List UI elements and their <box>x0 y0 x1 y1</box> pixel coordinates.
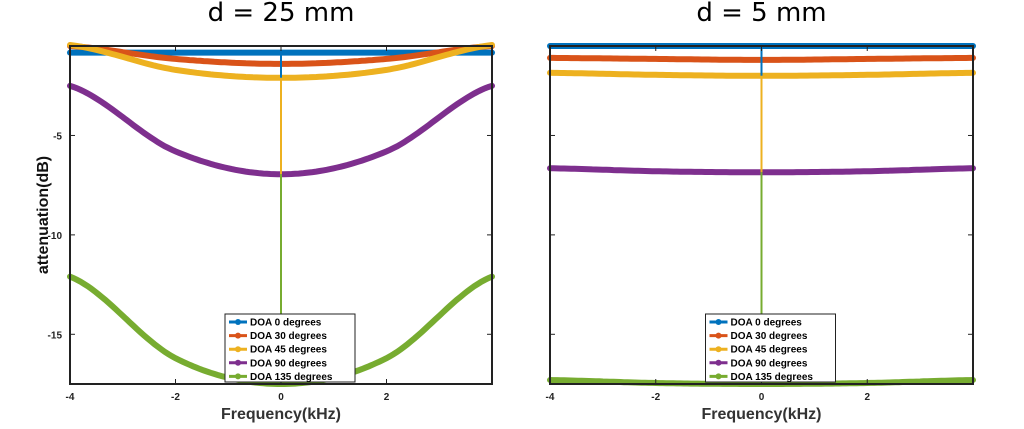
x-tick-label: -4 <box>546 392 555 403</box>
legend-label-doa-0-degrees: DOA 0 degrees <box>250 318 322 329</box>
legend: DOA 0 degrees DOA 30 degrees DOA 45 degree… <box>224 313 356 383</box>
legend-label-doa-135-degrees: DOA 135 degrees <box>250 372 333 383</box>
x-tick-label: 2 <box>384 392 390 403</box>
legend-marker-doa-45-degrees <box>235 346 241 353</box>
legend-marker-doa-0-degrees <box>715 319 722 325</box>
x-tick-label: 2 <box>864 392 870 403</box>
chart-title: d = 25 mm <box>208 0 355 28</box>
legend-label-doa-30-degrees: DOA 30 degrees <box>250 331 327 342</box>
chart-panel-1: d = 25 mm -4 -2 0 2 -5 -10 -15 Frequency(kHz) att… <box>35 0 495 423</box>
legend-marker-doa-90-degrees <box>235 359 241 366</box>
y-tick-label: -15 <box>48 330 63 341</box>
y-axis-label: attenuation(dB) <box>35 156 52 274</box>
legend-marker-doa-135-degrees <box>715 373 722 380</box>
legend-label-doa-135-degrees: DOA 135 degrees <box>731 372 814 383</box>
legend-marker-doa-30-degrees <box>715 332 722 339</box>
legend-label-doa-45-degrees: DOA 45 degrees <box>731 345 808 356</box>
x-axis-label: Frequency(kHz) <box>221 406 341 423</box>
legend-label-doa-0-degrees: DOA 0 degrees <box>731 318 803 329</box>
legend-label-doa-90-degrees: DOA 90 degrees <box>250 358 327 369</box>
legend-label-doa-45-degrees: DOA 45 degrees <box>250 345 327 356</box>
chart-panel-2: d = 5 mm -4 -2 0 2 Frequency(kHz) DOA 0 degree… <box>546 0 976 423</box>
y-tick-label: -5 <box>53 131 62 142</box>
legend-marker-doa-0-degrees <box>235 319 241 325</box>
x-tick-label: -4 <box>66 392 75 403</box>
x-axis-label: Frequency(kHz) <box>701 406 821 423</box>
x-tick-label: -2 <box>651 392 660 403</box>
legend: DOA 0 degrees DOA 30 degrees DOA 45 degree… <box>705 313 836 383</box>
legend-marker-doa-135-degrees <box>235 373 241 380</box>
legend-label-doa-90-degrees: DOA 90 degrees <box>731 358 808 369</box>
chart-title: d = 5 mm <box>696 0 826 28</box>
x-tick-label: -2 <box>171 392 180 403</box>
legend-marker-doa-90-degrees <box>715 359 722 366</box>
y-tick-label: -10 <box>48 231 63 242</box>
x-tick-label: 0 <box>759 392 765 403</box>
legend-marker-doa-30-degrees <box>235 332 241 339</box>
legend-marker-doa-45-degrees <box>715 346 722 353</box>
legend-label-doa-30-degrees: DOA 30 degrees <box>731 331 808 342</box>
x-tick-label: 0 <box>278 392 284 403</box>
